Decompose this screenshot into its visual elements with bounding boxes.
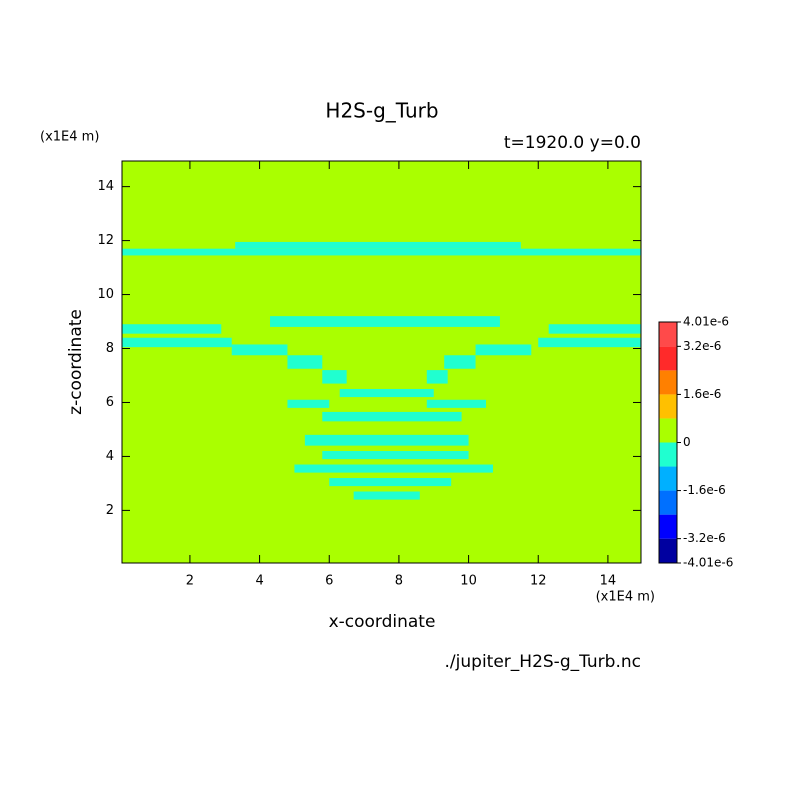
contour-region <box>122 324 222 334</box>
contour-region <box>270 316 500 327</box>
source-file: ./jupiter_H2S-g_Turb.nc <box>445 652 641 672</box>
contour-region <box>231 344 288 356</box>
colorbar-box <box>659 490 677 515</box>
colorbar-box <box>659 418 677 443</box>
contour-region <box>287 355 323 369</box>
contour-region <box>122 248 641 256</box>
colorbar-box <box>659 370 677 395</box>
chart-title: H2S-g_Turb <box>325 99 438 123</box>
contour-region <box>122 161 641 563</box>
chart-subtitle: t=1920.0 y=0.0 <box>504 133 641 153</box>
contour-region <box>322 411 462 422</box>
colorbar-tick-label: -4.01e-6 <box>683 556 733 570</box>
colorbar-box <box>659 514 677 539</box>
y-axis-label: z-coordinate <box>66 309 86 415</box>
x-tick-label: 12 <box>530 574 547 589</box>
contour-region <box>329 478 452 487</box>
contour-region <box>294 464 493 473</box>
contour-region <box>287 399 330 408</box>
x-tick-label: 6 <box>325 574 333 589</box>
contour-region <box>444 355 476 369</box>
contour-region <box>235 241 521 249</box>
colorbar-box <box>659 394 677 419</box>
colorbar-tick-label: 3.2e-6 <box>683 339 721 353</box>
x-tick-label: 10 <box>460 574 477 589</box>
colorbar-box <box>659 346 677 371</box>
colorbar-box <box>659 442 677 467</box>
y-unit: (x1E4 m) <box>40 130 99 145</box>
colorbar-tick-label: 0 <box>683 435 691 449</box>
contour-region <box>304 434 469 446</box>
colorbar-box <box>659 466 677 491</box>
x-unit: (x1E4 m) <box>596 590 655 605</box>
y-tick-label: 8 <box>106 341 114 356</box>
contour-region <box>475 344 532 356</box>
x-tick-label: 14 <box>600 574 617 589</box>
colorbar-tick-label: -1.6e-6 <box>683 483 726 497</box>
contour-region <box>122 337 232 348</box>
y-tick-label: 14 <box>97 179 114 194</box>
colorbar-tick-label: 4.01e-6 <box>683 315 729 329</box>
x-tick-label: 4 <box>255 574 263 589</box>
x-tick-label: 2 <box>186 574 194 589</box>
y-tick-label: 2 <box>106 503 114 518</box>
y-tick-label: 10 <box>97 287 114 302</box>
contour-region <box>322 451 469 460</box>
plot-frame <box>121 160 642 564</box>
colorbar-tick-label: 1.6e-6 <box>683 387 721 401</box>
colorbar-box <box>659 538 677 563</box>
contour-region <box>339 388 434 398</box>
y-tick-label: 12 <box>97 233 114 248</box>
contour-region <box>548 324 641 334</box>
colorbar-box <box>659 322 677 347</box>
y-tick-label: 4 <box>106 449 114 464</box>
y-tick-label: 6 <box>106 395 114 410</box>
x-axis-label: x-coordinate <box>329 612 436 632</box>
contour-region <box>353 491 420 500</box>
colorbar-tick-label: -3.2e-6 <box>683 531 726 545</box>
contour-region <box>538 337 641 348</box>
x-tick-label: 8 <box>395 574 403 589</box>
contour-region <box>322 370 347 384</box>
contour-region <box>426 399 486 408</box>
contour-region <box>426 370 448 384</box>
